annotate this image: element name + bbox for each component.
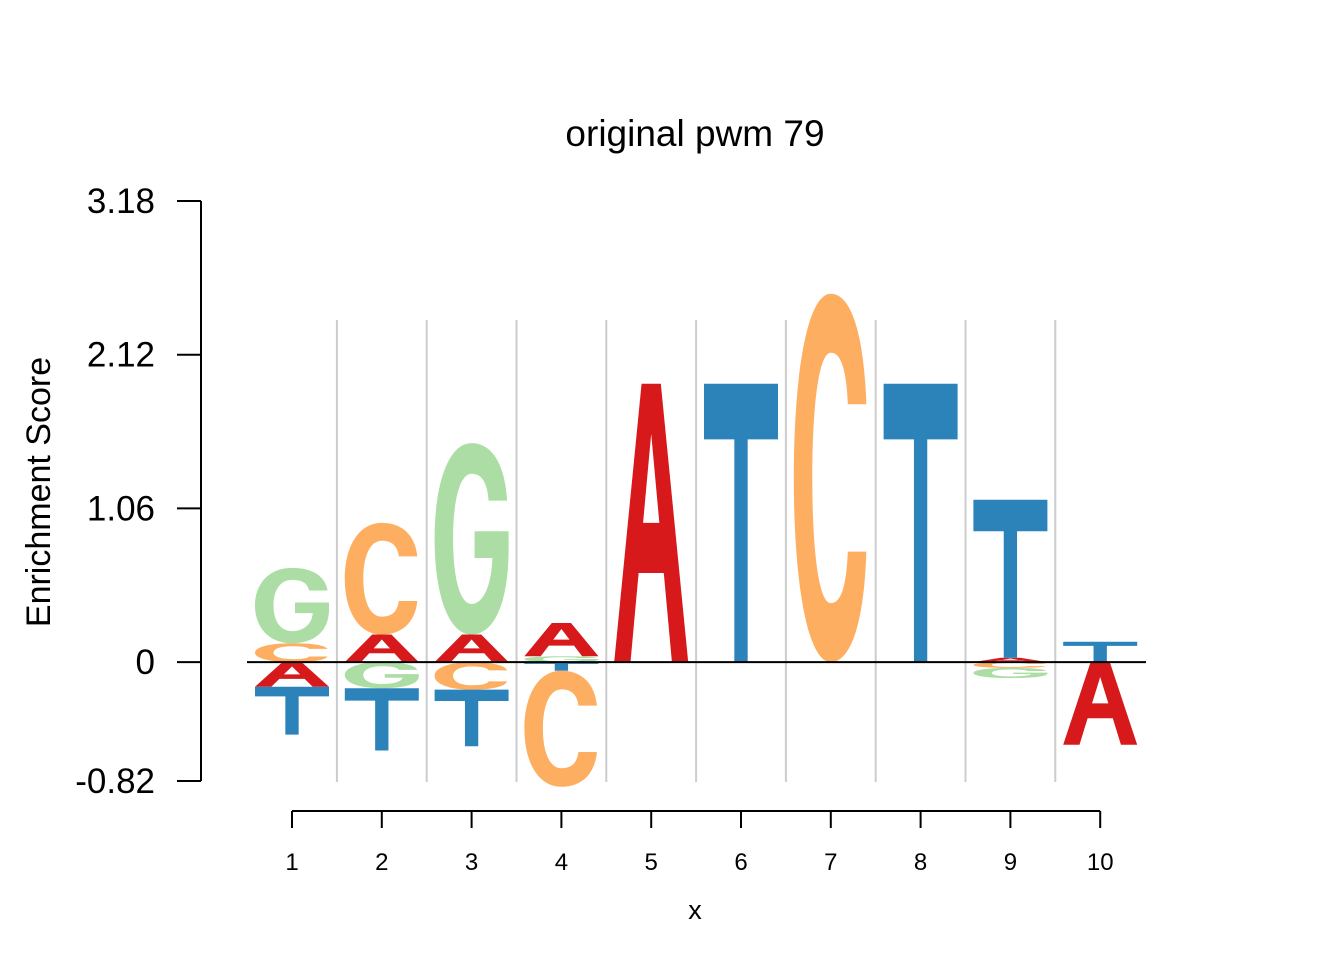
- letter-c: [434, 662, 508, 690]
- logo-letter-c: [255, 643, 328, 663]
- x-tick-label: 5: [645, 849, 658, 876]
- x-tick-label: 7: [824, 849, 837, 876]
- x-tick-label: 6: [734, 849, 747, 876]
- y-tick-label: 3.18: [87, 182, 155, 221]
- letter-t: [973, 499, 1048, 658]
- logo-letter-g: [434, 443, 509, 635]
- chart-title: original pwm 79: [565, 113, 824, 154]
- y-tick-label: 0: [136, 643, 155, 682]
- x-tick-label: 9: [1004, 849, 1017, 876]
- grid-lines: [335, 320, 1057, 782]
- letter-a: [255, 662, 329, 687]
- letter-t: [883, 383, 958, 663]
- x-tick-label: 8: [914, 849, 927, 876]
- letter-t: [524, 662, 599, 671]
- letter-c: [524, 670, 597, 787]
- logo-letter-a: [255, 662, 329, 687]
- letter-a: [344, 634, 419, 663]
- axes: 3.18 2.12 1.06 0 -0.82 1 2 3 4 5 6 7 8 9 10: [75, 182, 1146, 876]
- logo-letter-c: [434, 662, 508, 690]
- letter-g: [255, 567, 329, 644]
- logo-letter-a: [434, 634, 509, 663]
- letter-t: [704, 383, 778, 663]
- y-tick-label: -0.82: [75, 762, 155, 801]
- letter-g: [434, 443, 509, 635]
- letter-a: [524, 622, 599, 657]
- logo-letter-a: [973, 657, 1048, 663]
- letter-a: [434, 634, 509, 663]
- letter-a: [1063, 662, 1138, 745]
- letter-t: [344, 688, 419, 751]
- logo-letter-a: [524, 622, 599, 657]
- letter-a: [614, 383, 689, 663]
- x-tick-label: 4: [555, 849, 568, 876]
- logo-letter-t: [1063, 641, 1138, 663]
- logo-letter-c: [793, 293, 867, 663]
- y-tick-label: 1.06: [87, 489, 155, 528]
- letter-t: [1063, 641, 1138, 663]
- x-axis-label: x: [688, 895, 702, 925]
- letter-g: [344, 662, 419, 689]
- logo-letter-t: [344, 688, 419, 751]
- letter-t: [255, 686, 329, 735]
- logo-letter-c: [524, 670, 597, 787]
- logo-letter-t: [255, 686, 329, 735]
- logo-letter-g: [255, 567, 329, 644]
- logo-letter-g: [973, 667, 1048, 679]
- letter-g: [973, 667, 1048, 679]
- logo-letter-t: [973, 499, 1048, 658]
- logo-letter-t: [704, 383, 778, 663]
- logo-letter-c: [973, 662, 1046, 668]
- x-tick-label: 1: [285, 849, 298, 876]
- letter-g: [524, 656, 599, 663]
- x-tick-label: 2: [375, 849, 388, 876]
- letter-c: [793, 293, 867, 663]
- logo-letter-a: [1063, 662, 1138, 745]
- y-tick-label: 2.12: [87, 336, 155, 375]
- logo-letters: [255, 293, 1138, 787]
- logo-letter-a: [614, 383, 689, 663]
- logo-letter-t: [434, 689, 509, 747]
- letter-c: [344, 522, 418, 635]
- letter-c: [973, 662, 1046, 668]
- letter-t: [434, 689, 509, 747]
- logo-letter-g: [524, 656, 599, 663]
- logo-letter-a: [344, 634, 419, 663]
- logo-letter-g: [344, 662, 419, 689]
- letter-c: [255, 643, 328, 663]
- logo-letter-t: [524, 662, 599, 671]
- logo-letter-t: [883, 383, 958, 663]
- y-axis-label: Enrichment Score: [20, 357, 58, 627]
- x-tick-label: 3: [465, 849, 478, 876]
- x-tick-label: 10: [1087, 849, 1114, 876]
- logo-letter-c: [344, 522, 418, 635]
- letter-a: [973, 657, 1048, 663]
